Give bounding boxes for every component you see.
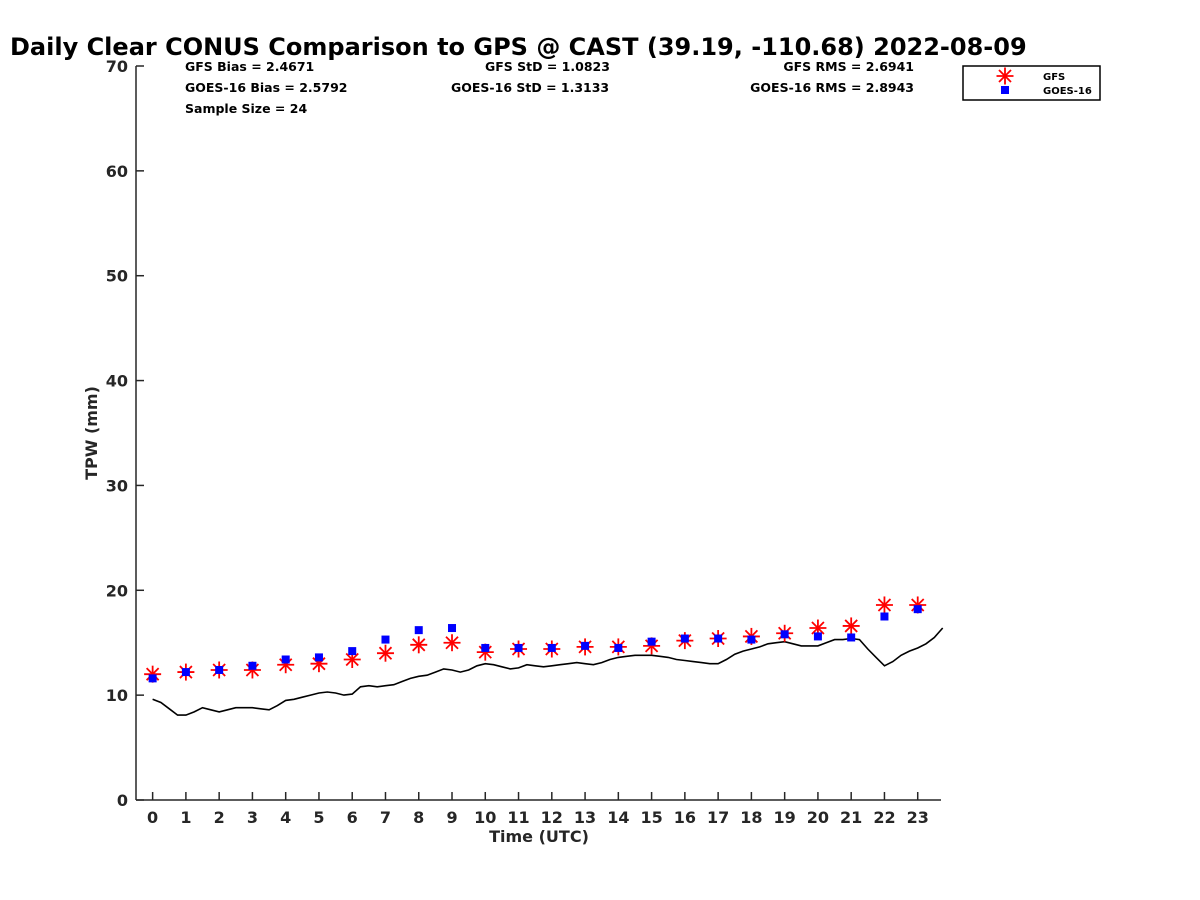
- y-axis-label: TPW (mm): [82, 386, 101, 480]
- goes-point: [680, 634, 689, 643]
- y-tick-label: 40: [106, 372, 128, 391]
- legend-goes-marker: [1001, 86, 1009, 94]
- chart-title: Daily Clear CONUS Comparison to GPS @ CA…: [10, 33, 1027, 61]
- y-tick-label: 50: [106, 267, 128, 286]
- y-tick-label: 0: [117, 791, 128, 810]
- goes-point: [780, 630, 789, 639]
- legend-gfs-marker: [996, 67, 1014, 85]
- goes-point: [747, 635, 756, 644]
- goes-std-text: GOES-16 StD = 1.3133: [451, 80, 609, 95]
- x-tick-label: 21: [840, 808, 862, 827]
- gfs-std-text: GFS StD = 1.0823: [485, 59, 610, 74]
- goes-point: [448, 624, 457, 633]
- legend-box: [962, 65, 1101, 101]
- goes-point: [880, 612, 889, 621]
- y-tick-label: 30: [106, 476, 128, 495]
- x-tick-label: 20: [807, 808, 829, 827]
- x-tick-label: 18: [740, 808, 762, 827]
- goes-point: [647, 637, 656, 646]
- goes-point: [847, 633, 856, 642]
- goes-point: [581, 641, 590, 650]
- stats-annotations: GFS Bias = 2.4671 GOES-16 Bias = 2.5792 …: [185, 59, 914, 116]
- goes-point: [381, 635, 390, 644]
- x-tick-label: 1: [180, 808, 191, 827]
- goes-point: [348, 647, 357, 656]
- goes-point: [281, 655, 290, 664]
- x-tick-label: 17: [707, 808, 729, 827]
- x-tick-label: 19: [774, 808, 796, 827]
- gfs-point: [376, 644, 394, 662]
- x-tick-label: 2: [214, 808, 225, 827]
- goes-rms-text: GOES-16 RMS = 2.8943: [750, 80, 914, 95]
- goes-point: [714, 634, 723, 643]
- x-tick-label: 4: [280, 808, 291, 827]
- x-tick-label: 11: [507, 808, 529, 827]
- gfs-point: [875, 596, 893, 614]
- goes-point: [614, 643, 623, 652]
- goes-point: [181, 668, 190, 677]
- y-tick-label: 10: [106, 686, 128, 705]
- goes-point: [148, 674, 157, 683]
- goes-point: [414, 626, 423, 635]
- x-tick-label: 10: [474, 808, 496, 827]
- gps-line-layer: [152, 627, 944, 716]
- x-tick-label: 7: [380, 808, 391, 827]
- gfs-point: [144, 665, 162, 683]
- x-tick-label: 13: [574, 808, 596, 827]
- gfs-point: [443, 634, 461, 652]
- goes-bias-text: GOES-16 Bias = 2.5792: [185, 80, 347, 95]
- goes-point: [813, 632, 822, 641]
- axes: [135, 66, 941, 801]
- x-axis-label: Time (UTC): [489, 827, 589, 846]
- gfs-bias-text: GFS Bias = 2.4671: [185, 59, 314, 74]
- x-tick-label: 5: [313, 808, 324, 827]
- x-tick-label: 8: [413, 808, 424, 827]
- gps-series-line: [152, 627, 944, 716]
- legend-goes-label: GOES-16: [1043, 86, 1092, 97]
- y-tick-label: 60: [106, 162, 128, 181]
- legend: GFS GOES-16: [962, 65, 1101, 101]
- gfs-rms-text: GFS RMS = 2.6941: [783, 59, 914, 74]
- goes-point: [913, 605, 922, 614]
- x-tick-label: 16: [674, 808, 696, 827]
- x-tick-label: 12: [541, 808, 563, 827]
- legend-gfs-asterisk: [996, 67, 1014, 85]
- goes-point: [547, 643, 556, 652]
- legend-gfs-label: GFS: [1043, 72, 1065, 83]
- legend-goes-square: [1001, 86, 1009, 94]
- x-tick-label: 22: [873, 808, 895, 827]
- x-tick-label: 6: [347, 808, 358, 827]
- x-tick-label: 0: [147, 808, 158, 827]
- goes-point: [514, 643, 523, 652]
- goes-point: [481, 643, 490, 652]
- marker-layer: [144, 596, 927, 683]
- x-tick-label: 15: [640, 808, 662, 827]
- gfs-point: [410, 636, 428, 654]
- x-tick-label: 23: [907, 808, 929, 827]
- x-tick-label: 9: [446, 808, 457, 827]
- goes-point: [314, 653, 323, 662]
- x-tick-label: 14: [607, 808, 629, 827]
- goes-point: [215, 665, 224, 674]
- goes-point: [248, 661, 257, 670]
- gfs-point: [842, 617, 860, 635]
- gfs-point: [310, 655, 328, 673]
- y-tick-label: 70: [106, 57, 128, 76]
- y-tick-label: 20: [106, 581, 128, 600]
- gfs-point: [909, 596, 927, 614]
- x-tick-label: 3: [247, 808, 258, 827]
- sample-size-text: Sample Size = 24: [185, 101, 307, 116]
